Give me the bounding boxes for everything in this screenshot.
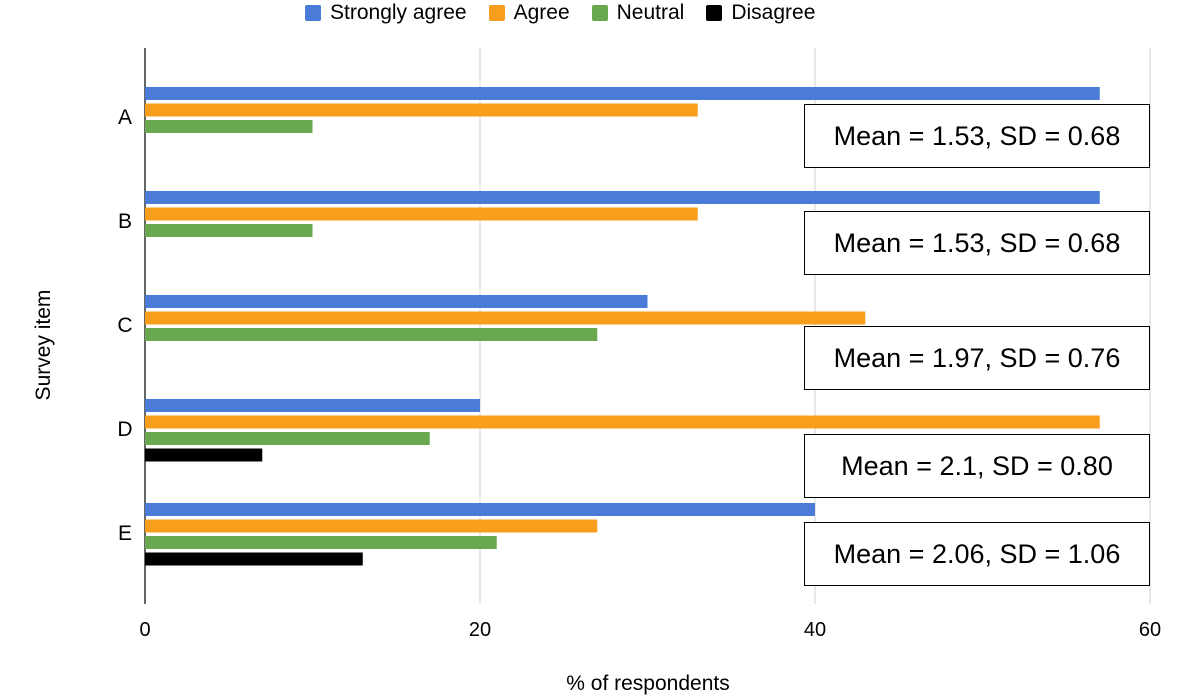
bar-a-agree [145, 103, 698, 117]
legend-item-neutral: Neutral [591, 1, 685, 25]
bar-d-strongly-agree [145, 399, 480, 412]
bar-a-neutral [145, 120, 313, 133]
legend-item-strongly-agree: Strongly agree [305, 1, 467, 25]
legend-swatch [305, 5, 321, 21]
legend-item-disagree: Disagree [706, 1, 815, 25]
stat-annotation-c: Mean = 1.97, SD = 0.76 [804, 326, 1150, 390]
category-label: B [118, 210, 132, 233]
legend-swatch [591, 5, 608, 21]
bar-b-neutral [145, 224, 313, 237]
category-label: C [117, 314, 132, 337]
x-axis-title: % of respondents [566, 672, 730, 695]
legend-label: Agree [513, 1, 570, 24]
bar-c-agree [145, 311, 866, 325]
category-label: D [117, 418, 132, 441]
stat-annotation-d: Mean = 2.1, SD = 0.80 [804, 434, 1150, 498]
legend-swatch [488, 5, 505, 21]
legend: Strongly agree Agree Neutral Disagree [305, 0, 815, 26]
bars [145, 87, 1100, 566]
x-tick-labels: 0 20 40 60 [139, 619, 1161, 641]
bar-e-neutral [145, 536, 497, 549]
legend-item-agree: Agree [488, 1, 570, 25]
stat-annotation-b: Mean = 1.53, SD = 0.68 [804, 211, 1150, 275]
stat-annotation-e: Mean = 2.06, SD = 1.06 [804, 522, 1150, 586]
bar-d-disagree [145, 448, 263, 462]
bar-e-agree [145, 519, 598, 533]
legend-label: Disagree [731, 1, 816, 24]
bar-c-strongly-agree [145, 295, 648, 308]
legend-label: Neutral [616, 1, 685, 24]
bar-a-strongly-agree [145, 87, 1100, 100]
y-axis-title: Survey item [32, 289, 55, 401]
bar-b-strongly-agree [145, 191, 1100, 204]
legend-swatch [706, 5, 723, 21]
bar-d-agree [145, 415, 1100, 429]
bar-d-neutral [145, 432, 430, 445]
category-label: E [118, 522, 132, 545]
x-tick-label: 60 [1139, 619, 1161, 641]
category-label: A [118, 106, 132, 129]
bar-e-strongly-agree [145, 503, 815, 516]
x-tick-label: 40 [804, 619, 826, 641]
category-labels: A B C D E [117, 106, 132, 545]
bar-b-agree [145, 207, 698, 221]
x-tick-label: 20 [469, 619, 491, 641]
legend-label: Strongly agree [330, 1, 467, 24]
stat-annotation-a: Mean = 1.53, SD = 0.68 [804, 104, 1150, 168]
bar-c-neutral [145, 328, 598, 341]
x-tick-label: 0 [139, 619, 150, 641]
bar-e-disagree [145, 552, 363, 566]
